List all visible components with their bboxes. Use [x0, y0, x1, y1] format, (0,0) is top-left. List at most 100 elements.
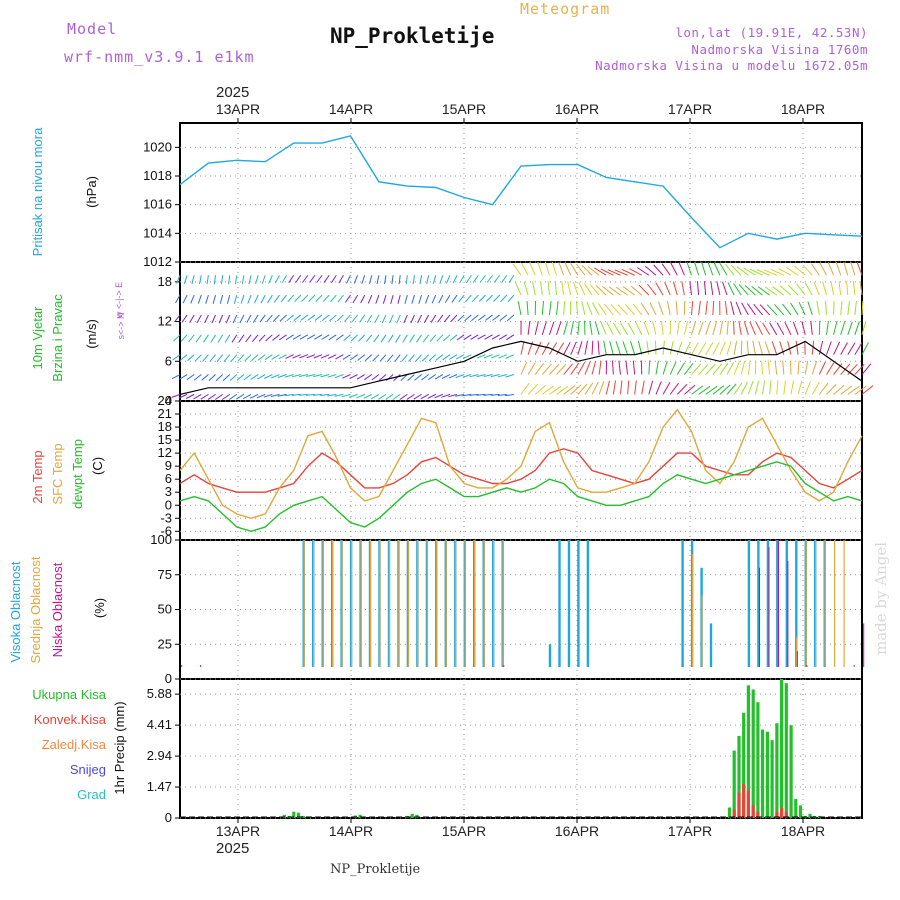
cloud-mid-bar — [313, 540, 315, 667]
wind-arrow — [432, 275, 437, 285]
wind-arrow — [835, 261, 842, 276]
wind-arrow — [278, 354, 287, 360]
precip-total-bar — [742, 712, 746, 818]
wind-arrow — [389, 314, 394, 324]
wind-arrow — [271, 374, 280, 379]
precip-conv-bar — [784, 811, 788, 818]
wind-arrow — [342, 374, 351, 379]
wind-arrow — [592, 302, 600, 316]
wind-arrow — [225, 314, 231, 324]
wind-arrow — [498, 334, 508, 340]
wind-arrow — [421, 374, 429, 381]
wind-arrow — [564, 262, 572, 276]
wind-arrow — [617, 304, 628, 316]
precip-total-bar — [770, 740, 774, 818]
cloud-mid-bar — [322, 540, 324, 667]
wind-arrow — [379, 354, 387, 362]
wind-arrow — [776, 380, 779, 395]
wind-arrow — [577, 383, 588, 395]
wind-arrow — [735, 301, 742, 316]
wind-arrow — [752, 340, 756, 355]
temp-2m-line — [179, 448, 863, 493]
day-label-top: 13APR — [216, 101, 260, 117]
wind-arrow — [767, 360, 771, 375]
wind-title-sub: Brzina i Pravac — [50, 294, 65, 382]
wind-arrow — [195, 334, 202, 343]
wind-arrow — [223, 354, 231, 362]
wind-arrow — [255, 275, 259, 285]
wind-arrow — [408, 354, 415, 362]
wind-arrow — [359, 314, 366, 323]
wind-arrow — [278, 334, 287, 341]
wind-arrow — [589, 284, 600, 296]
wind-arrow — [259, 314, 266, 323]
wind-arrow — [363, 393, 373, 399]
precip-total-bar — [737, 735, 741, 818]
model-label: Model — [67, 20, 118, 38]
wind-arrow — [343, 334, 351, 341]
cloud-high-bar — [681, 540, 684, 667]
wind-arrow — [450, 314, 458, 322]
wind-arrow — [238, 334, 245, 343]
y-tick-label: 75 — [158, 567, 172, 582]
wind-arrow — [222, 374, 231, 381]
temp-title-2m: 2m Temp — [30, 450, 45, 503]
wind-arrow — [257, 374, 266, 380]
wind-arrow — [563, 363, 573, 375]
model-altitude-text: Nadmorska Visina u modelu 1672.05m — [595, 58, 868, 73]
wind-arrow — [632, 360, 636, 375]
wind-arrow — [471, 314, 479, 321]
wind-arrow — [740, 340, 743, 355]
wind-arrow — [576, 263, 586, 276]
wind-arrow — [619, 322, 628, 336]
wind-arrow — [314, 334, 323, 340]
wind-arrow — [492, 314, 500, 321]
wind-arrow — [189, 314, 195, 323]
wind-arrow — [610, 304, 621, 316]
cloud-low-bar — [796, 651, 798, 667]
cloud-mid-bar — [843, 540, 845, 667]
wind-arrow — [507, 294, 515, 303]
wind-arrow — [683, 341, 691, 355]
wind-arrow — [754, 380, 760, 395]
wind-arrow — [667, 301, 671, 316]
wind-arrow — [172, 354, 181, 361]
wind-arrow — [334, 374, 344, 379]
wind-arrow — [769, 322, 778, 336]
wind-arrow — [705, 300, 708, 316]
wind-arrow — [577, 362, 586, 375]
precip-total-bar — [761, 729, 765, 818]
wind-arrow — [591, 360, 597, 375]
wind-arrow — [726, 341, 732, 355]
wind-arrow — [441, 393, 451, 398]
wind-arrow — [691, 342, 699, 355]
wind-arrow — [469, 393, 479, 396]
wind-arrow — [286, 314, 294, 322]
wind-arrow — [740, 381, 748, 395]
wind-arrow — [556, 300, 559, 316]
wind-arrow — [371, 374, 380, 381]
wind-arrow — [542, 385, 554, 395]
wind-arrow — [740, 360, 746, 375]
wind-arrow — [527, 362, 536, 375]
wind-arrow — [861, 300, 864, 315]
wind-arrow — [766, 304, 778, 316]
wind-arrow — [229, 393, 238, 400]
cloud-mid-bar — [701, 595, 703, 667]
wind-arrow — [567, 281, 572, 296]
wind-arrow — [322, 294, 330, 303]
wind-arrow — [356, 374, 365, 380]
cloud-title-mid: Srednja Oblacnost — [28, 556, 43, 663]
temp-sfc-line — [179, 408, 863, 520]
wind-arrow — [647, 283, 657, 296]
wind-arrow — [675, 300, 678, 315]
wind-arrow — [854, 321, 860, 335]
y-tick-label: 12 — [158, 314, 172, 329]
wind-arrow — [662, 361, 668, 375]
wind-arrow — [193, 393, 202, 400]
y-tick-label: 25 — [158, 636, 172, 651]
wind-arrow — [612, 360, 614, 375]
wind-arrow — [387, 334, 394, 343]
model-name: wrf-nmm_v3.9.1 e1km — [64, 48, 255, 66]
wind-arrow — [285, 354, 294, 359]
